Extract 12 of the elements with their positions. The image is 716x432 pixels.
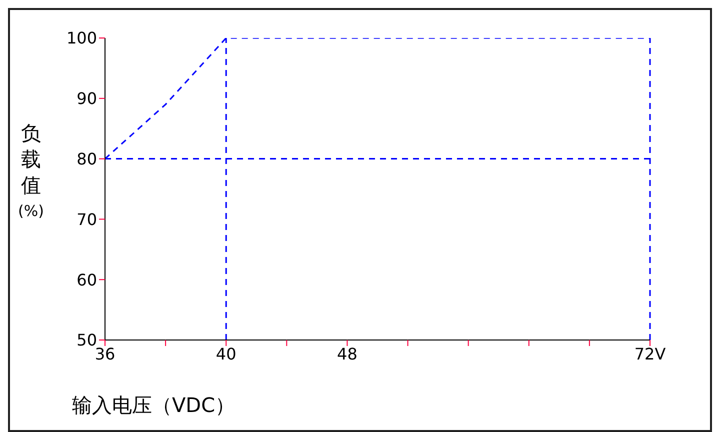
y-tick-label: 90 xyxy=(76,89,97,108)
y-tick-label: 60 xyxy=(76,270,97,290)
x-tick-label: 48 xyxy=(337,344,358,364)
y-axis-title: 负载值(%) xyxy=(18,120,44,222)
y-tick-label: 70 xyxy=(76,210,97,229)
y-tick-label: 80 xyxy=(76,149,97,168)
y-tick-label: 100 xyxy=(66,28,97,48)
x-tick-label: 72V xyxy=(634,344,666,364)
x-tick-label: 36 xyxy=(94,344,116,364)
x-axis-title: 输入电压（VDC） xyxy=(72,392,236,419)
x-tick-label: 40 xyxy=(216,344,236,364)
y-tick-label: 50 xyxy=(76,330,97,350)
